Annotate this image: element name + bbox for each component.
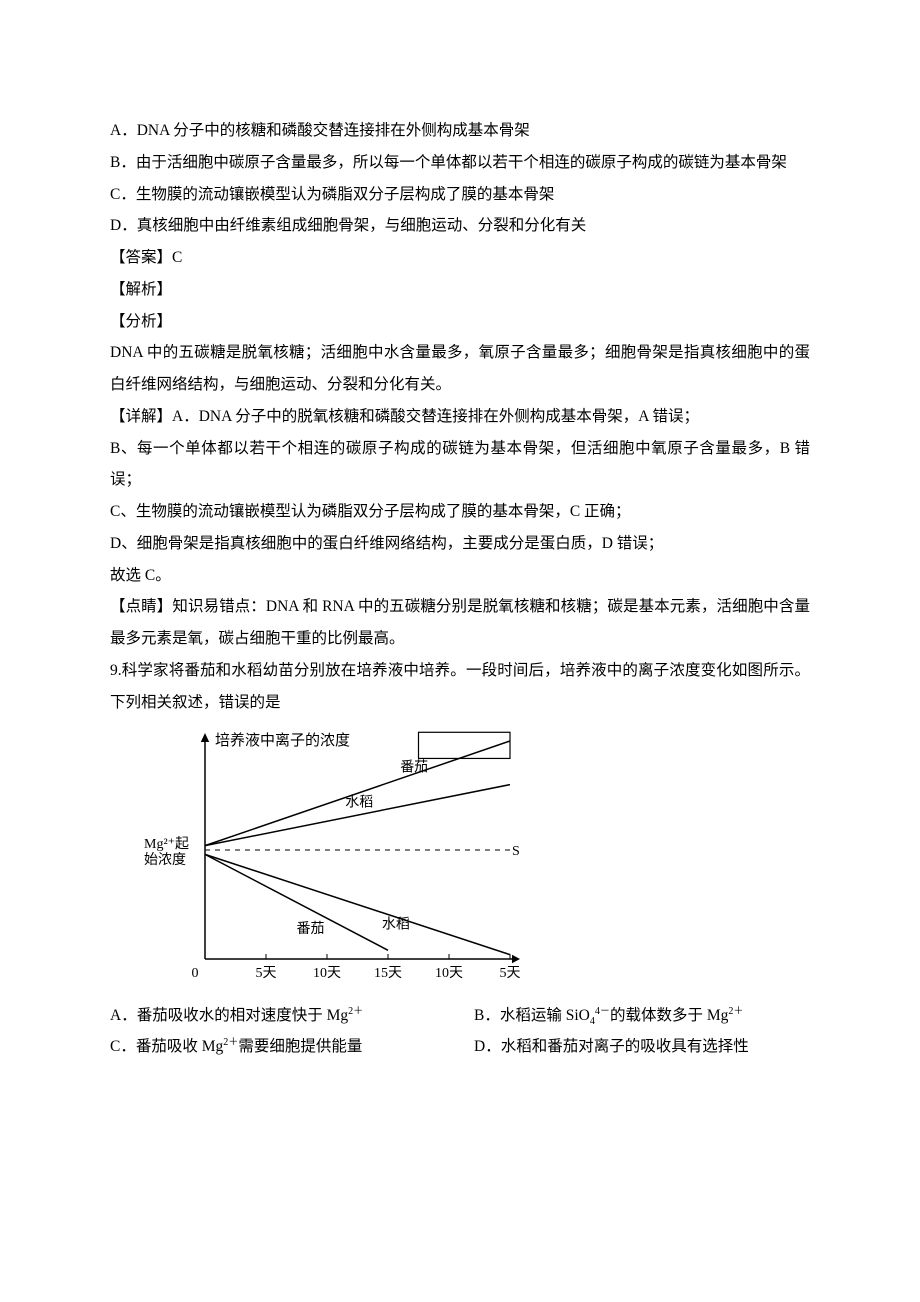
sup-2plus-icon: 2＋ [728,1005,743,1016]
svg-text:水稻: 水稻 [382,916,410,932]
detail-b: B、每一个单体都以若干个相连的碳原子构成的碳链为基本骨架，但活细胞中氧原子含量最… [110,433,810,497]
svg-text:Mg²⁺起: Mg²⁺起 [144,836,189,852]
sup-2plus-icon: 2＋ [348,1005,363,1016]
svg-text:15天: 15天 [374,966,402,981]
q9-stem: 9.科学家将番茄和水稻幼苗分别放在培养液中培养。一段时间后，培养液中的离子浓度变… [110,655,810,719]
svg-text:培养液中离子的浓度: 培养液中离子的浓度 [215,732,350,749]
svg-text:SiO₄⁴⁻起始浓度: SiO₄⁴⁻起始浓度 [512,843,520,859]
dianqing: 【点睛】知识易错点：DNA 和 RNA 中的五碳糖分别是脱氧核糖和核糖；碳是基本… [110,591,810,655]
q9-options-row2: C．番茄吸收 Mg2＋需要细胞提供能量 D．水稻和番茄对离子的吸收具有选择性 [110,1031,810,1063]
chart-svg: 培养液中离子的浓度Mg²⁺起始浓度SiO₄⁴⁻起始浓度番茄水稻番茄水稻5天10天… [140,729,520,994]
q8-option-d: D．真核细胞中由纤维素组成细胞骨架，与细胞运动、分裂和分化有关 [110,210,810,242]
svg-text:5天: 5天 [500,966,521,981]
svg-text:水稻: 水稻 [345,794,373,810]
detail-c: C、生物膜的流动镶嵌模型认为磷脂双分子层构成了膜的基本骨架，C 正确； [110,496,810,528]
ion-concentration-chart: 培养液中离子的浓度Mg²⁺起始浓度SiO₄⁴⁻起始浓度番茄水稻番茄水稻5天10天… [140,729,520,994]
answer-label: 【答案】C [110,242,810,274]
q9-option-d: D．水稻和番茄对离子的吸收具有选择性 [474,1031,810,1063]
q9b-suffix: 的载体数多于 Mg [610,1007,728,1024]
svg-text:10天: 10天 [435,966,463,981]
fenxi-text: DNA 中的五碳糖是脱氧核糖；活细胞中水含量最多，氧原子含量最多；细胞骨架是指真… [110,337,810,401]
svg-text:5天: 5天 [256,966,277,981]
q9a-text: A．番茄吸收水的相对速度快于 Mg [110,1007,348,1024]
svg-text:始浓度: 始浓度 [144,852,186,868]
svg-text:10天: 10天 [313,966,341,981]
sub-4-icon: 4 [590,1016,595,1027]
sup-2plus-icon: 2＋ [223,1037,238,1048]
fenxi-label: 【分析】 [110,306,810,338]
guxuan: 故选 C。 [110,560,810,592]
svg-text:0: 0 [192,966,199,981]
detail-a: 【详解】A．DNA 分子中的脱氧核糖和磷酸交替连接排在外侧构成基本骨架，A 错误… [110,401,810,433]
detail-d: D、细胞骨架是指真核细胞中的蛋白纤维网络结构，主要成分是蛋白质，D 错误； [110,528,810,560]
q8-option-a: A．DNA 分子中的核糖和磷酸交替连接排在外侧构成基本骨架 [110,115,810,147]
q9b-prefix: B．水稻运输 SiO [474,1007,590,1024]
q9-option-a: A．番茄吸收水的相对速度快于 Mg2＋ [110,1000,446,1032]
q9c-suffix: 需要细胞提供能量 [238,1038,362,1055]
q9-option-b: B．水稻运输 SiO44－的载体数多于 Mg2＋ [474,1000,810,1032]
svg-text:番茄: 番茄 [297,919,325,936]
q8-option-c: C．生物膜的流动镶嵌模型认为磷脂双分子层构成了膜的基本骨架 [110,179,810,211]
q8-option-b: B．由于活细胞中碳原子含量最多，所以每一个单体都以若干个相连的碳原子构成的碳链为… [110,147,810,179]
sup-4minus-icon: 4－ [595,1005,610,1016]
q9-option-c: C．番茄吸收 Mg2＋需要细胞提供能量 [110,1031,446,1063]
q9c-prefix: C．番茄吸收 Mg [110,1038,223,1055]
jiexi-label: 【解析】 [110,274,810,306]
q9-options-row1: A．番茄吸收水的相对速度快于 Mg2＋ B．水稻运输 SiO44－的载体数多于 … [110,1000,810,1032]
page: A．DNA 分子中的核糖和磷酸交替连接排在外侧构成基本骨架 B．由于活细胞中碳原… [0,0,920,1123]
svg-text:番茄: 番茄 [400,758,428,775]
